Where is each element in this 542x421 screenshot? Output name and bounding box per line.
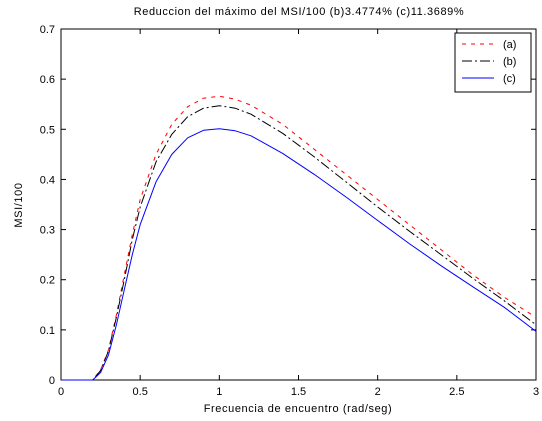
series-lines (61, 95, 537, 381)
x-axis-label: Frecuencia de encuentro (rad/seg) (204, 403, 393, 415)
y-tick-label: 0.3 (40, 225, 55, 237)
y-tick-label: 0.4 (40, 174, 55, 186)
legend-label-1: (a) (503, 39, 516, 51)
legend-label-2: (b) (503, 56, 516, 68)
x-tick-labels: 0 0.5 1 1.5 2 2.5 3 (58, 386, 539, 398)
y-tick-labels: 0 0.1 0.2 0.3 0.4 0.5 0.6 0.7 (40, 24, 55, 387)
x-tick-label: 1.5 (291, 386, 306, 398)
legend-box (454, 32, 532, 93)
y-tick-label: 0 (49, 375, 55, 387)
series-line-3 (61, 128, 537, 381)
y-tick-label: 0.1 (40, 325, 55, 337)
series-line-2 (61, 105, 537, 381)
chart-title: Reduccion del máximo del MSI/100 (b)3.47… (134, 6, 465, 18)
x-tick-label: 2.5 (449, 386, 464, 398)
legend: (a) (b) (c) (454, 32, 532, 93)
y-axis-label: MSI/100 (13, 182, 25, 227)
x-tick-label: 0 (58, 386, 64, 398)
x-tick-label: 2 (375, 386, 381, 398)
x-tick-label: 3 (533, 386, 539, 398)
series-line-1 (61, 95, 537, 381)
y-tick-label: 0.7 (40, 24, 55, 36)
y-tick-label: 0.2 (40, 275, 55, 287)
y-tick-label: 0.5 (40, 124, 55, 136)
x-tick-label: 1 (216, 386, 222, 398)
legend-label-3: (c) (503, 73, 516, 85)
axis-ticks (60, 28, 537, 381)
x-tick-label: 0.5 (133, 386, 148, 398)
y-tick-label: 0.6 (40, 74, 55, 86)
